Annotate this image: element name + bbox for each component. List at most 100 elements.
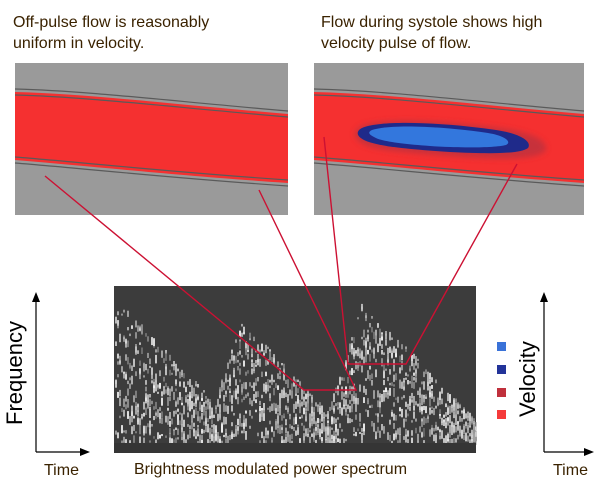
spectrum-streak: [117, 391, 119, 398]
spectrum-streak: [345, 362, 347, 371]
spectrum-streak: [355, 414, 357, 420]
spectrum-streak: [427, 371, 429, 380]
spectrum-streak: [229, 359, 231, 364]
axes-left: [35, 298, 84, 453]
spectrum-streak: [363, 329, 365, 338]
spectrum-streak: [475, 434, 477, 441]
spectrum-streak: [137, 419, 139, 425]
spectrum-streak: [405, 346, 407, 349]
spectrum-streak: [289, 413, 291, 416]
spectrum-streak: [423, 428, 425, 437]
spectrum-streak: [387, 390, 389, 395]
spectrum-streak: [237, 427, 239, 435]
spectrum-streak: [171, 418, 173, 425]
spectrum-streak: [331, 417, 333, 425]
spectrum-streak: [145, 386, 147, 392]
spectrum-streak: [323, 423, 325, 430]
spectrum-streak: [187, 404, 189, 411]
spectrum-streak: [245, 410, 247, 414]
caption-systole: Flow during systole shows high velocity …: [321, 12, 542, 54]
spectrum-streak: [365, 312, 367, 322]
spectrum-streak: [415, 418, 417, 422]
spectrum-streak: [283, 387, 285, 396]
spectrum-streak: [117, 320, 119, 326]
spectrum-streak: [373, 390, 375, 399]
spectrum-streak: [435, 438, 437, 445]
spectrum-streak: [135, 405, 137, 415]
velocity-axis-label: Velocity: [515, 341, 540, 417]
spectrum-streak: [393, 388, 395, 397]
spectrum-streak: [361, 306, 363, 310]
spectrum-streak: [251, 368, 253, 375]
spectrum-streak: [261, 415, 263, 421]
spectrum-streak: [403, 380, 405, 390]
spectrum-streak: [161, 434, 163, 437]
spectrum-streak: [379, 430, 381, 438]
spectrum-streak: [139, 327, 141, 330]
spectrum-streak: [367, 398, 369, 402]
spectrum-streak: [455, 409, 457, 418]
spectrum-streak: [297, 424, 299, 427]
spectrum-streak: [407, 439, 409, 446]
spectrum-streak: [197, 434, 199, 437]
vessel-wall-top-line: [314, 88, 584, 112]
spectrum-streak: [245, 371, 247, 376]
spectrum-streak: [209, 415, 211, 419]
spectrum-streak: [187, 398, 189, 407]
spectrum-streak: [137, 350, 139, 354]
spectrum-streak: [149, 409, 151, 418]
spectrum-streak: [343, 377, 345, 381]
spectrum-streak: [287, 398, 289, 403]
spectrum-streak: [309, 423, 311, 429]
spectrum-streak: [311, 406, 313, 413]
spectrum-streak: [213, 437, 215, 446]
power-spectrum-image: [114, 286, 477, 453]
spectrum-streak: [467, 411, 469, 418]
spectrum-streak: [263, 383, 265, 392]
spectrum-streak: [447, 418, 449, 421]
spectrum-streak: [227, 379, 229, 382]
spectrum-streak: [451, 438, 453, 444]
spectrum-streak: [319, 405, 321, 415]
spectrum-streak: [175, 437, 177, 446]
spectrum-streak: [381, 394, 383, 403]
spectrum-streak: [241, 430, 243, 434]
spectrum-streak: [317, 405, 319, 413]
spectrum-streak: [239, 368, 241, 375]
spectrum-streak: [263, 440, 265, 446]
spectrum-streak: [183, 381, 185, 388]
spectrum-streak: [239, 350, 241, 355]
spectrum-streak: [425, 369, 427, 375]
spectrum-streak: [159, 434, 161, 439]
spectrum-streak: [411, 375, 413, 381]
spectrum-streak: [147, 352, 149, 358]
spectrum-streak: [359, 353, 361, 359]
spectrum-streak: [355, 393, 357, 401]
spectrum-streak: [389, 382, 391, 386]
spectrum-streak: [127, 399, 129, 408]
spectrum-streak: [183, 419, 185, 427]
spectrum-streak: [115, 316, 117, 324]
spectrum-streak: [161, 418, 163, 424]
spectrum-streak: [397, 340, 399, 345]
spectrum-streak: [405, 428, 407, 437]
spectrum-streak: [473, 418, 475, 422]
spectrum-streak: [411, 392, 413, 399]
spectrum-streak: [439, 429, 441, 433]
spectrum-streak: [183, 433, 185, 442]
spectrum-streak: [133, 435, 135, 443]
spectrum-streak: [193, 387, 195, 397]
spectrum-streak: [353, 390, 355, 397]
spectrum-streak: [167, 387, 169, 396]
spectrum-streak: [139, 425, 141, 435]
spectrum-streak: [161, 391, 163, 397]
spectrum-streak: [375, 369, 377, 378]
spectrum-streak: [307, 398, 309, 404]
spectrum-streak: [287, 433, 289, 442]
spectrum-streak: [173, 439, 175, 443]
blood-flow-region: [15, 92, 288, 183]
spectrum-streak: [263, 352, 265, 356]
spectrum-streak: [209, 408, 211, 416]
spectrum-streak: [333, 405, 335, 411]
spectrum-streak: [137, 325, 139, 332]
